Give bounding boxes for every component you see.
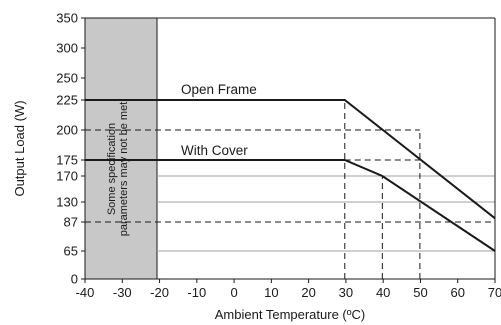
series-label-with-cover: With Cover [181,143,248,158]
x-tick-label--30: -30 [113,285,132,300]
y-tick-label-130: 130 [56,195,78,210]
y-tick-label-170: 170 [56,169,78,184]
y-tick-label-350: 350 [56,11,78,26]
gridline-layer [157,176,495,251]
y-tick-label-175: 175 [56,153,78,168]
x-tick-label-70: 70 [488,285,501,300]
series-label-open-frame: Open Frame [181,82,257,97]
x-tick-label-60: 60 [450,285,464,300]
x-tick-label-10: 10 [264,285,278,300]
y-tick-label-87: 87 [64,215,78,230]
y-tick-label-300: 300 [56,41,78,56]
y-axis-title: Output Load (W) [12,100,27,196]
x-tick-label--10: -10 [187,285,206,300]
x-tick-label-20: 20 [301,285,315,300]
shade-note-line-1: Some specification [106,123,118,215]
x-tick-label-40: 40 [376,285,390,300]
x-tick-label--20: -20 [150,285,169,300]
x-tick-label-50: 50 [413,285,427,300]
shade-note-line-2: parameters may not be met [118,102,130,237]
y-tick-label-65: 65 [64,244,78,259]
x-axis-title: Ambient Temperature (ºC) [215,307,365,322]
y-tick-label-250: 250 [56,71,78,86]
x-tick-label--40: -40 [76,285,95,300]
y-tick-label-225: 225 [56,93,78,108]
x-tick-label-30: 30 [339,285,353,300]
y-tick-label-200: 200 [56,123,78,138]
x-tick-label-0: 0 [230,285,237,300]
